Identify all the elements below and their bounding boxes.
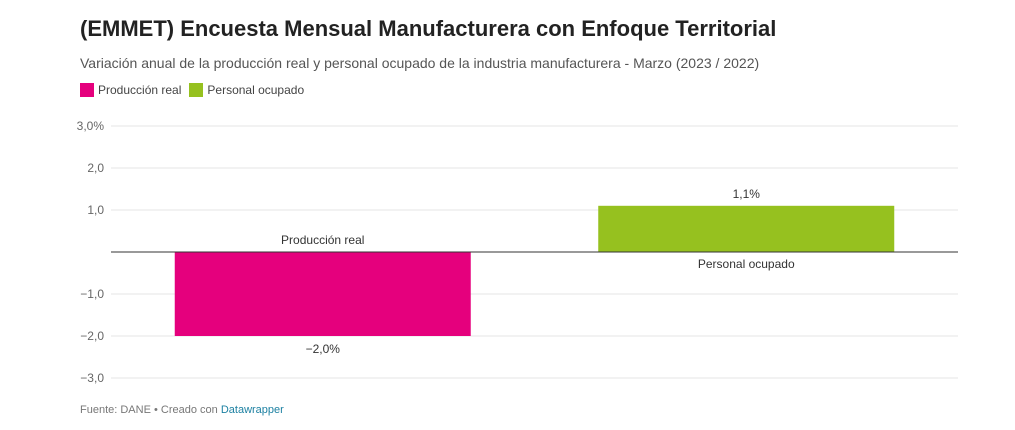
source-text: Fuente: DANE • Creado con (80, 404, 218, 416)
y-tick-label: −2,0 (80, 329, 104, 343)
y-tick-label: 3,0% (77, 119, 105, 133)
category-label: Personal ocupado (698, 257, 795, 271)
y-tick-label: 2,0 (87, 161, 104, 175)
legend-label-produccion: Producción real (98, 83, 182, 97)
legend-swatch-produccion (80, 83, 94, 97)
y-tick-label: −3,0 (80, 371, 104, 385)
legend-swatch-personal (189, 83, 204, 97)
legend-item-personal: Personal ocupado (189, 83, 304, 97)
datawrapper-link[interactable]: Datawrapper (220, 404, 284, 416)
legend-label-personal: Personal ocupado (207, 83, 305, 97)
bar (598, 205, 895, 252)
category-label: Producción real (281, 233, 364, 247)
data-label: −2,0% (306, 342, 341, 356)
bar-chart: 3,0% 2,0 1,0 −1,0 −2,0 −3,0 Producción real −2,… (77, 119, 958, 385)
y-tick-label: −1,0 (80, 287, 104, 301)
chart-subtitle: Variación anual de la producción real y … (80, 55, 760, 71)
bar (174, 252, 471, 336)
legend: Producción real Personal ocupado (80, 83, 312, 97)
data-label: 1,1% (733, 187, 761, 201)
chart-footer: Fuente: DANE • Creado con Datawrapper (80, 404, 284, 416)
chart-title: (EMMET) Encuesta Mensual Manufacturera c… (80, 16, 777, 41)
y-tick-label: 1,0 (87, 203, 104, 217)
legend-item-produccion: Producción real (80, 83, 181, 97)
